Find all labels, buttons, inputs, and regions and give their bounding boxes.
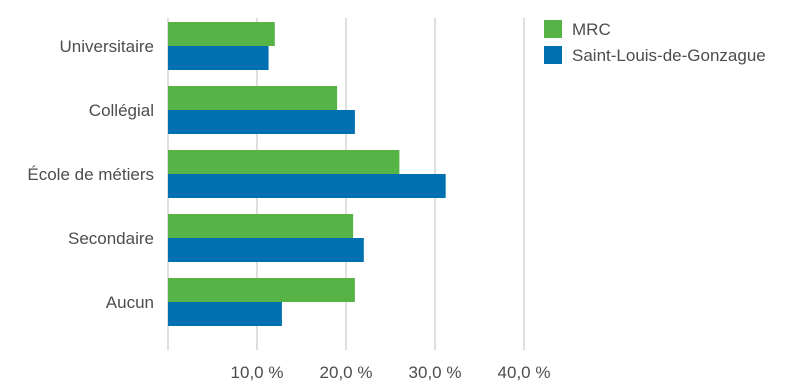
legend-label: Saint-Louis-de-Gonzague [572, 46, 766, 65]
category-label: Aucun [106, 293, 154, 312]
bar-1-3 [168, 238, 364, 262]
bar-1-2 [168, 174, 446, 198]
tick-label: 40,0 % [498, 363, 551, 382]
tick-labels: 10,0 % 20,0 % 30,0 % 40,0 % [231, 363, 551, 382]
tick-label: 30,0 % [409, 363, 462, 382]
legend-label: MRC [572, 20, 611, 39]
category-label: Secondaire [68, 229, 154, 248]
bar-0-3 [168, 214, 354, 238]
category-label: Universitaire [60, 37, 154, 56]
bar-1-4 [168, 302, 282, 326]
bar-0-0 [168, 22, 275, 46]
bar-1-1 [168, 110, 355, 134]
bar-0-4 [168, 278, 355, 302]
bars [168, 22, 446, 326]
tick-label: 20,0 % [320, 363, 373, 382]
legend: MRC Saint-Louis-de-Gonzague [544, 20, 766, 65]
bar-0-2 [168, 150, 400, 174]
category-labels: Universitaire Collégial École de métiers Se… [27, 37, 154, 312]
bar-0-1 [168, 86, 338, 110]
legend-swatch [544, 46, 562, 64]
category-label: Collégial [89, 101, 154, 120]
bar-1-0 [168, 46, 269, 70]
legend-swatch [544, 20, 562, 38]
tick-label: 10,0 % [231, 363, 284, 382]
category-label: École de métiers [27, 165, 154, 184]
